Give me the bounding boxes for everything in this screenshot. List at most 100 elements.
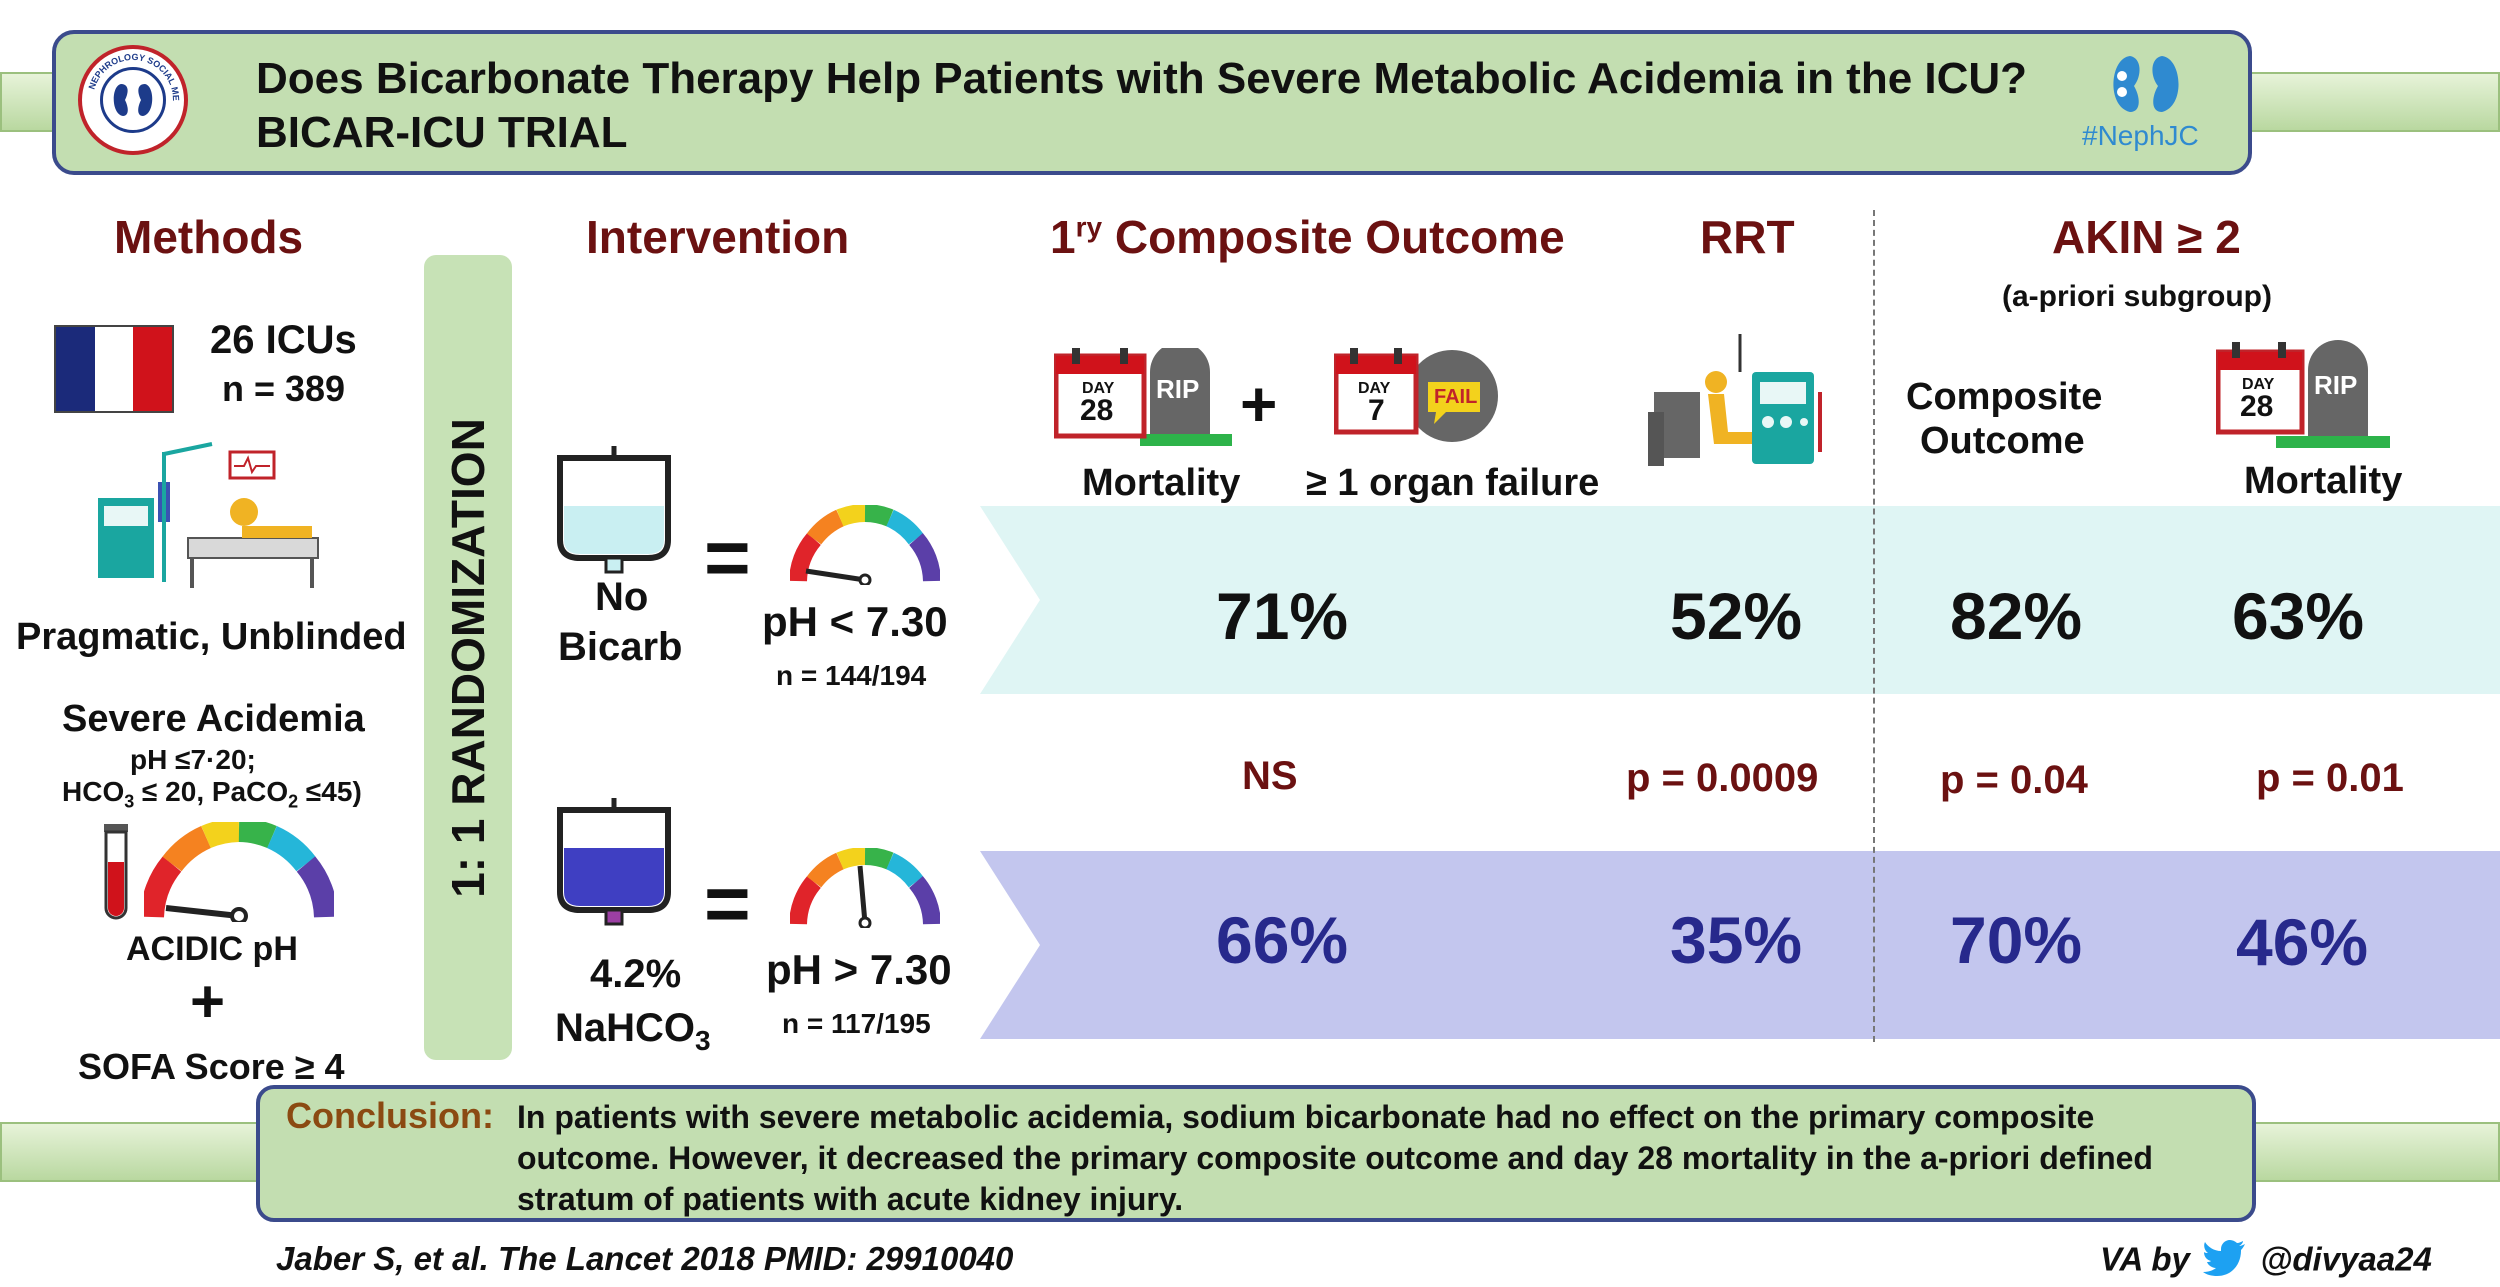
header-banner	[52, 30, 2252, 175]
arm2-label-concentration: 4.2%	[590, 952, 682, 996]
composite-prefix: 1	[1050, 211, 1076, 263]
blood-tube-icon	[96, 822, 136, 927]
acidic-ph-label: ACIDIC pH	[126, 930, 298, 968]
akin-cal-day28-number: 28	[2240, 390, 2274, 423]
trial-design: Pragmatic, Unblinded	[16, 616, 407, 658]
arm1-ph: pH < 7.30	[762, 598, 948, 645]
logo-arc-text: NEPHROLOGY SOCIAL MEDIA COLLECTIVE	[78, 45, 181, 101]
icu-count: 26 ICUs	[210, 318, 357, 362]
calendar-day7-fail-icon: DAY 7 FAIL	[1333, 348, 1514, 453]
akin-calendar-day28-icon: DAY 28 RIP	[2215, 340, 2396, 455]
randomization-label: 1: 1 RANDOMIZATION	[442, 418, 494, 898]
kidney-logo-icon	[100, 67, 166, 133]
acidemia-title: Severe Acidemia	[62, 698, 365, 740]
hco3-subscript: 3	[124, 791, 135, 812]
methods-heading: Methods	[114, 211, 304, 263]
akin-composite-pvalue: p = 0.04	[1940, 758, 2088, 802]
conclusion-left-bar	[0, 1122, 262, 1182]
composite-superscript: ry	[1075, 211, 1103, 243]
rrt-pvalue: p = 0.0009	[1626, 756, 1819, 800]
intervention-heading: Intervention	[586, 211, 850, 263]
arm2-ph: pH > 7.30	[766, 946, 952, 993]
bicarb-result-band	[980, 851, 2500, 1039]
composite-title: Composite Outcome	[1102, 211, 1565, 263]
arm1-ph-gauge-icon	[789, 504, 941, 590]
band-top-arrow-shape	[980, 506, 1040, 699]
conclusion-right-bar	[2250, 1122, 2500, 1182]
cal-day28-number: 28	[1080, 394, 1114, 427]
bicarb-akin-mortality-value: 46%	[2236, 905, 2369, 979]
paco2-label: ≤ 20, PaCO	[134, 776, 289, 807]
twitter-bird-icon	[2203, 1240, 2247, 1284]
acidemia-criteria-ph: pH ≤7·20;	[130, 744, 256, 775]
organ-failure-label: ≥ 1 organ failure	[1306, 462, 1600, 504]
citation: Jaber S, et al. The Lancet 2018 PMID: 29…	[276, 1240, 1014, 1277]
bicarb-akin-composite-value: 70%	[1950, 903, 2083, 977]
composite-outcome-heading: 1ry Composite Outcome	[1050, 210, 1565, 264]
arm2-n: n = 117/195	[782, 1008, 931, 1039]
mortality-label: Mortality	[1082, 462, 1241, 504]
arm2-equals-icon: =	[704, 859, 751, 948]
conclusion-box	[256, 1085, 2256, 1222]
band-bottom-arrow-shape	[980, 851, 1040, 1044]
page-title: Does Bicarbonate Therapy Help Patients w…	[256, 54, 2028, 157]
twitter-handle: @divyaa24	[2260, 1240, 2432, 1278]
acidemia-criteria-gas: HCO3 ≤ 20, PaCO2 ≤45)	[62, 776, 362, 813]
nahco3-subscript: 3	[695, 1025, 711, 1056]
icu-bed-icon	[92, 442, 322, 597]
cal-day-label: DAY	[1082, 380, 1115, 397]
nephrology-logo: NEPHROLOGY SOCIAL MEDIA COLLECTIVE	[78, 45, 188, 155]
methods-plus-icon: +	[190, 968, 226, 1035]
rip-label: RIP	[1156, 374, 1200, 404]
akin-divider	[1873, 210, 1875, 1042]
conclusion-text: In patients with severe metabolic acidem…	[517, 1099, 2153, 1217]
bicarb-composite-value: 66%	[1216, 903, 1349, 977]
akin-mortality-pvalue: p = 0.01	[2256, 756, 2404, 800]
akin-rip-label: RIP	[2314, 370, 2358, 400]
akin-mortality-label: Mortality	[2244, 460, 2403, 502]
nephjc-kidney-icon	[2100, 50, 2190, 125]
bicarb-rrt-value: 35%	[1670, 903, 1803, 977]
nahco3-label: NaHCO	[555, 1006, 696, 1050]
rrt-heading: RRT	[1700, 211, 1795, 263]
composite-plus-icon: +	[1240, 368, 1278, 440]
no-bicarb-rrt-value: 52%	[1670, 579, 1803, 653]
sample-size: n = 389	[222, 368, 346, 409]
sofa-score: SOFA Score ≥ 4	[78, 1046, 345, 1087]
akin-composite-line1: Composite	[1906, 376, 2103, 418]
nephjc-hashtag: #NephJC	[2082, 120, 2199, 151]
calendar-day28-icon: DAY 28 RIP	[1053, 342, 1234, 453]
akin-heading: AKIN ≥ 2	[2052, 211, 2241, 263]
header-left-bar	[0, 72, 60, 132]
dialysis-icon	[1648, 332, 1828, 477]
akin-subheading: (a-priori subgroup)	[2002, 280, 2272, 313]
composite-pvalue: NS	[1242, 754, 1298, 798]
iv-bag-clear-icon	[556, 444, 676, 589]
arm1-equals-icon: =	[704, 513, 751, 602]
arm2-ph-gauge-icon	[789, 847, 941, 933]
header-right-bar	[2240, 72, 2500, 132]
cal-day7-number: 7	[1368, 394, 1385, 427]
akin-composite-line2: Outcome	[1920, 420, 2085, 462]
visual-abstract-credit: VA by @divyaa24	[2100, 1240, 2432, 1284]
arm1-n: n = 144/194	[776, 660, 927, 691]
akin-cal-day-label: DAY	[2242, 376, 2275, 393]
randomization-bar	[424, 255, 512, 1060]
arm1-label-no: No	[595, 575, 649, 619]
paco2-threshold: ≤45)	[298, 776, 362, 807]
acidic-ph-gauge-icon	[140, 818, 338, 927]
no-bicarb-akin-composite-value: 82%	[1950, 579, 2083, 653]
conclusion-label: Conclusion:	[286, 1095, 494, 1136]
iv-bag-bicarb-icon	[556, 796, 676, 941]
paco2-subscript: 2	[288, 791, 299, 812]
arm2-label-nahco3: NaHCO3	[555, 1006, 711, 1057]
svg-text:NEPHROLOGY SOCIAL MEDIA COLLEC: NEPHROLOGY SOCIAL MEDIA COLLECTIVE	[78, 45, 181, 101]
va-by-label: VA by	[2100, 1240, 2190, 1278]
no-bicarb-akin-mortality-value: 63%	[2232, 579, 2365, 653]
hco3-label: HCO	[62, 776, 125, 807]
france-flag-icon	[54, 325, 174, 413]
cal7-day-label: DAY	[1358, 380, 1391, 397]
no-bicarb-result-band	[980, 506, 2500, 694]
no-bicarb-composite-value: 71%	[1216, 579, 1349, 653]
arm1-label-bicarb: Bicarb	[558, 625, 683, 669]
